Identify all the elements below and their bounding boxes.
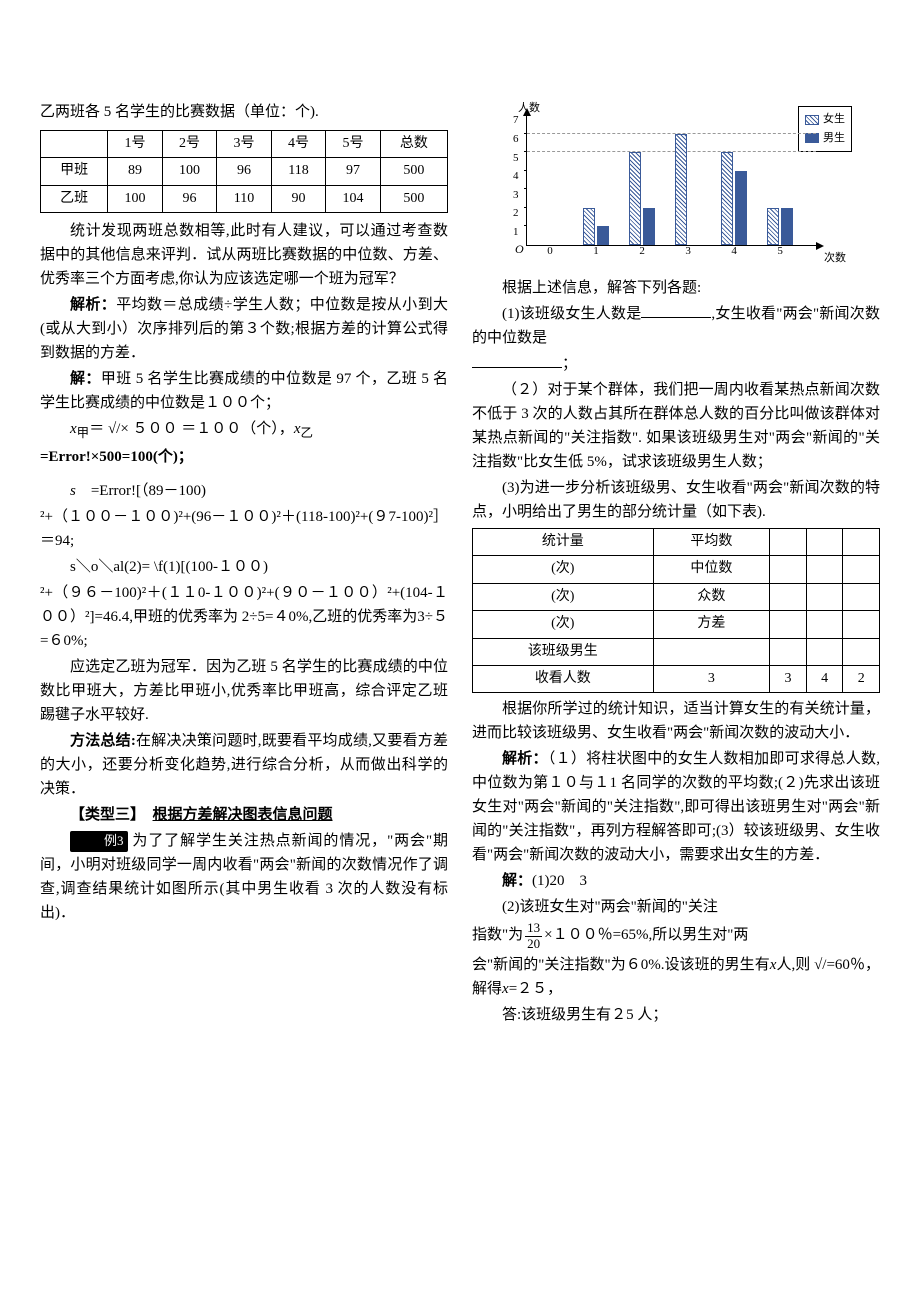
bar-female: [721, 152, 733, 245]
bar-female: [629, 152, 641, 245]
bar-female: [583, 208, 595, 245]
question-p1: 统计发现两班总数相等,此时有人建议，可以通过考查数据中的其他信息来评判．试从两班…: [40, 219, 448, 291]
blank-2: [472, 353, 562, 368]
solution-p4: s =Error![（89－100): [40, 479, 448, 503]
question-1-cont: ；: [472, 352, 880, 376]
y-tick-label: 6: [513, 131, 519, 149]
example-badge: 例3: [70, 831, 128, 852]
right-analysis: 解析：（１）将柱状图中的女生人数相加即可求得总人数,中位数为第１０与１1 名同学…: [472, 747, 880, 867]
analysis-label: 解析：: [70, 297, 116, 313]
y-tick-label: 7: [513, 112, 519, 130]
bar-male: [735, 171, 747, 245]
solution-p2: x甲＝ √/× ５００ ＝１００（个），x乙: [40, 417, 448, 443]
x-tick-label: 1: [593, 243, 599, 261]
solution-p6: s＼o＼al(2)= \f(1)[(100-１００): [40, 555, 448, 579]
example3-para: 例3为了了解学生关注热点新闻的情况，"两会"期间，小明对班级同学一周内收看"两会…: [40, 829, 448, 925]
left-column: 乙两班各 5 名学生的比赛数据（单位：个). 1号 2号 3号 4号 5号 总数…: [40, 100, 448, 1029]
after-chart: 根据上述信息，解答下列各题:: [472, 276, 880, 300]
type3-heading: 【类型三】 根据方差解决图表信息问题: [40, 803, 448, 827]
solution-p5: ²+（１００－１００)²+(96－１００)²＋(118-100)²+(９7-10…: [40, 505, 448, 553]
y-tick-label: 1: [513, 224, 519, 242]
question-1: (1)该班级女生人数是,女生收看"两会"新闻次数的中位数是: [472, 302, 880, 350]
x-tick-label: 5: [777, 243, 783, 261]
bar-male: [597, 226, 609, 245]
fraction-13-20: 1320: [525, 921, 542, 951]
type3-label: 【类型三】: [70, 807, 145, 823]
right-solution-2d: 答:该班级男生有２5 人；: [472, 1003, 880, 1027]
right-solution-2a: (2)该班女生对"两会"新闻的"关注: [472, 895, 880, 919]
type3-title: 根据方差解决图表信息问题: [153, 807, 333, 823]
right-column: 人数 女生 男生 O 1234567 012345 次数 根据上述信息，解答下列…: [472, 100, 880, 1029]
y-tick-label: 3: [513, 187, 519, 205]
method-summary: 方法总结:在解决决策问题时,既要看平均成绩,又要看方差的大小，还要分析变化趋势,…: [40, 729, 448, 801]
solution-label: 解：: [70, 371, 101, 387]
x-tick-label: 4: [731, 243, 737, 261]
question-3b: 根据你所学过的统计知识，适当计算女生的有关统计量，进而比较该班级男、女生收看"两…: [472, 697, 880, 745]
y-tick-label: 4: [513, 168, 519, 186]
analysis-para: 解析：平均数＝总成绩÷学生人数；中位数是按从小到大(或从大到小）次序排列后的第３…: [40, 293, 448, 365]
x-tick-label: 2: [639, 243, 645, 261]
y-tick-label: 5: [513, 149, 519, 167]
origin-label: O: [515, 240, 524, 259]
question-2: （２）对于某个群体，我们把一周内收看某热点新闻次数不低于 3 次的人数占其所在群…: [472, 378, 880, 474]
method-label: 方法总结:: [70, 733, 136, 749]
x-tick-label: 0: [547, 243, 553, 261]
bar-male: [643, 208, 655, 245]
score-table: 1号 2号 3号 4号 5号 总数 甲班 89 100 96 118 97 50…: [40, 130, 448, 213]
solution-p3: =Error!×500=100(个)；: [40, 445, 448, 469]
x-axis-arrow-icon: [816, 242, 824, 250]
stats-table: 统计量平均数 (次)中位数 (次)众数 (次)方差 该班级男生 收看人数3342: [472, 528, 880, 693]
x-tick-label: 3: [685, 243, 691, 261]
x-axis-label: 次数: [824, 250, 846, 268]
blank-1: [641, 303, 711, 318]
chart-plot-area: O 1234567 012345: [526, 116, 816, 246]
right-solution-2c: 会"新闻的"关注指数"为６0%.设该班的男生有x人,则 √/=60％，解得x=２…: [472, 953, 880, 1001]
y-tick-label: 2: [513, 205, 519, 223]
solution-p7: ²+（９６－100)²＋(１１0-１００)²+(９０－１００）²+(104-１０…: [40, 581, 448, 653]
bar-male: [781, 208, 793, 245]
right-solution-1: 解：(1)20 3: [472, 869, 880, 893]
left-intro: 乙两班各 5 名学生的比赛数据（单位：个).: [40, 100, 448, 124]
right-solution-2b: 指数"为1320×１００％=65%,所以男生对"两: [472, 921, 880, 951]
solution-p8: 应选定乙班为冠军．因为乙班 5 名学生的比赛成绩的中位数比甲班大，方差比甲班小,…: [40, 655, 448, 727]
bar-female: [675, 134, 687, 245]
question-3: (3)为进一步分析该班级男、女生收看"两会"新闻次数的特点，小明给出了男生的部分…: [472, 476, 880, 524]
bar-chart: 人数 女生 男生 O 1234567 012345 次数: [496, 100, 856, 270]
bar-female: [767, 208, 779, 245]
solution-p1: 解：甲班 5 名学生比赛成绩的中位数是 97 个，乙班 5 名学生比赛成绩的中位…: [40, 367, 448, 415]
